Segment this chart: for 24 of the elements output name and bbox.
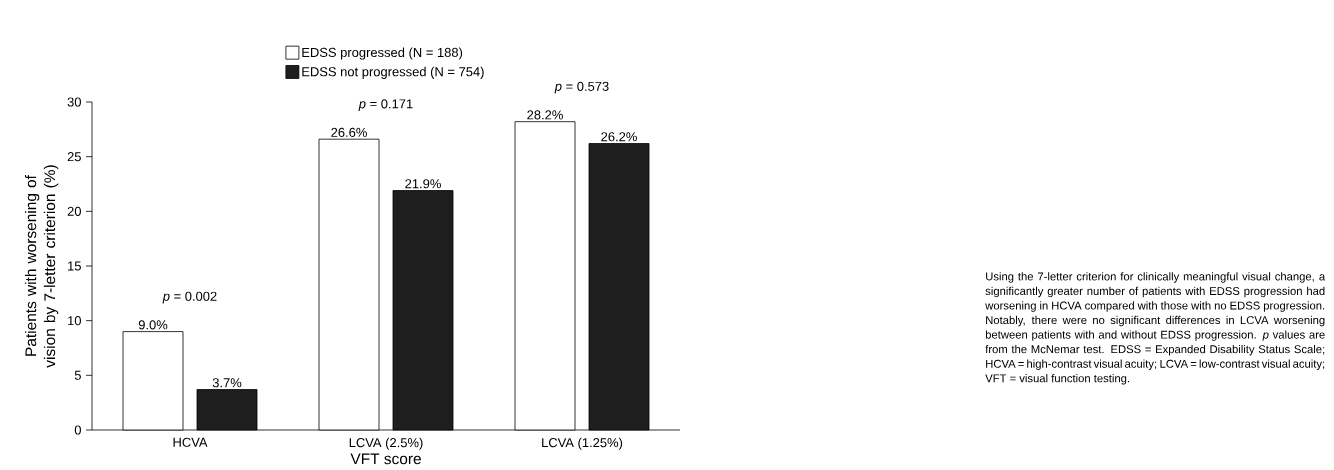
y-tick-label: 20 bbox=[67, 206, 81, 216]
data-label: 3.7% bbox=[212, 378, 242, 388]
data-label: 28.2% bbox=[527, 110, 563, 120]
x-tick-label: LCVA (2.5%) bbox=[349, 437, 423, 450]
x-axis-title: VFT score bbox=[350, 453, 421, 465]
y-axis-title: Patients with worsening of vision by 7-letter criterion (%) bbox=[24, 165, 59, 368]
data-label: 21.9% bbox=[405, 179, 441, 189]
x-tick-label: LCVA (1.25%) bbox=[542, 437, 623, 450]
y-tick-label: 30 bbox=[67, 97, 81, 107]
y-tick-label: 15 bbox=[68, 261, 81, 271]
text: Using the 7-letter criterion for clinically meaningful visual change, a significantly greater number of patients with EDSS progression had worsening in HCVA compared with those with no EDSS progression. Notably, there were no significant differences in LCVA worsening between patients with and without EDSS progression. p values are from the McNemar test. EDSS = Expanded Disability Status Scale; HCVA = high-contrast visual acuity; LCVA = low-contrast visual acuity; VFT = visual function testing. bbox=[985, 272, 1326, 385]
text: p = 0.573 bbox=[554, 81, 609, 94]
legend-label: EDSS not progressed (N = 754) bbox=[302, 66, 484, 79]
x-tick-label: HCVA bbox=[173, 437, 208, 447]
y-tick-label: 25 bbox=[67, 152, 81, 162]
annotation: p = 0.002 bbox=[162, 291, 217, 304]
y-tick-label: 5 bbox=[74, 370, 81, 380]
y-tick-label: 0 bbox=[74, 425, 81, 435]
annotation: p = 0.171 bbox=[358, 99, 413, 111]
legend-label: EDSS progressed (N = 188) bbox=[302, 47, 463, 60]
data-label: 9.0% bbox=[138, 320, 168, 330]
data-label: 26.2% bbox=[601, 132, 637, 142]
data-label: 26.6% bbox=[331, 127, 367, 137]
y-tick-label: 10 bbox=[68, 316, 81, 326]
